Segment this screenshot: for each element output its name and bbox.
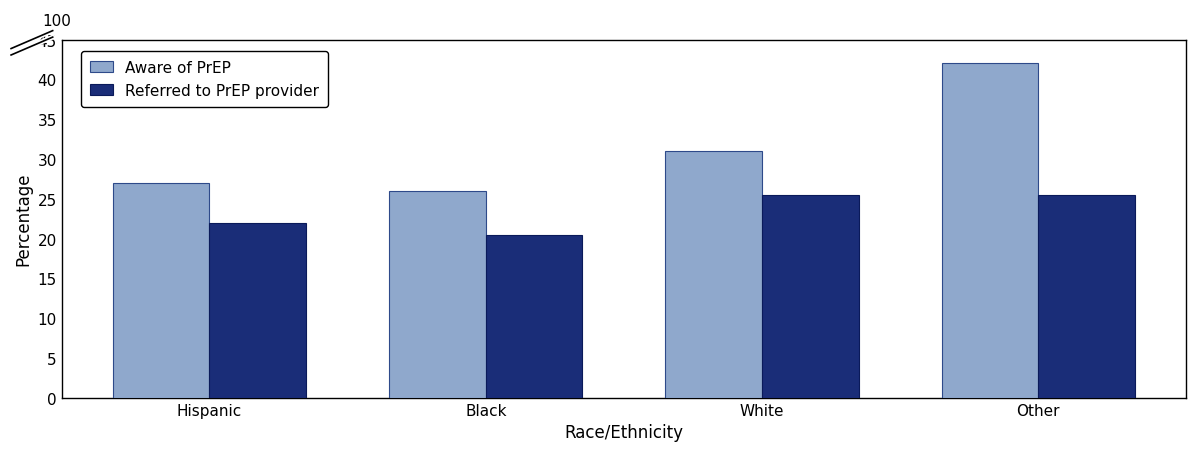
Text: 100: 100 (42, 14, 71, 29)
Bar (762, 195, 859, 398)
Bar (665, 152, 762, 398)
X-axis label: Race/Ethnicity: Race/Ethnicity (564, 423, 683, 441)
Bar (113, 183, 210, 398)
Y-axis label: Percentage: Percentage (14, 172, 32, 266)
Bar (486, 235, 582, 398)
Bar (942, 64, 1038, 398)
Bar (1038, 195, 1135, 398)
Legend: Aware of PrEP, Referred to PrEP provider: Aware of PrEP, Referred to PrEP provider (80, 52, 328, 107)
Bar (389, 192, 486, 398)
Bar (210, 223, 306, 398)
